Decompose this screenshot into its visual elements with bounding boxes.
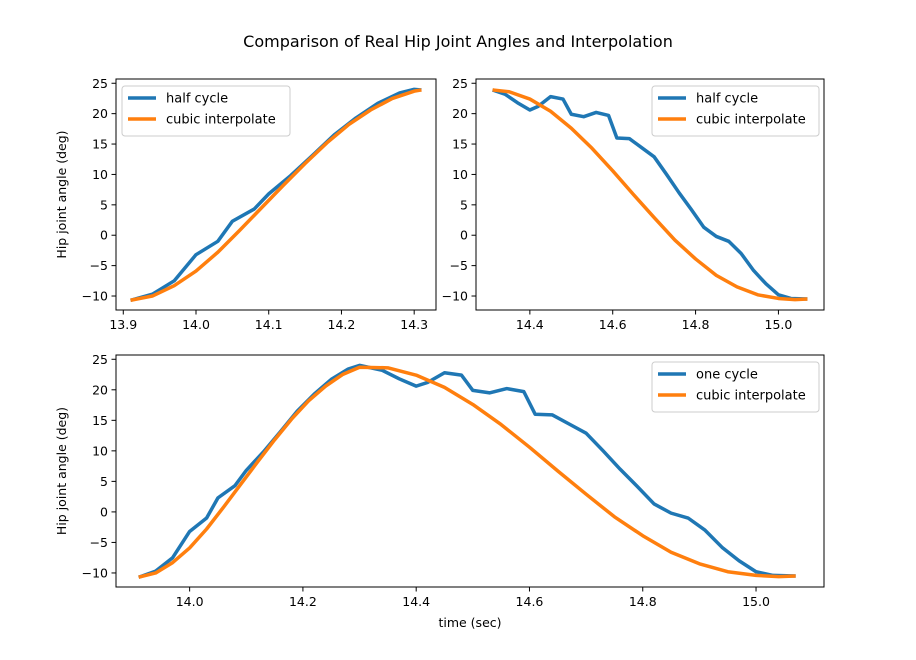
y-tick-label: 20 <box>92 106 108 121</box>
legend-label: cubic interpolate <box>696 113 806 128</box>
series-line-interp-bottom <box>138 365 796 579</box>
x-tick-label: 14.2 <box>289 594 317 609</box>
legend-label: half cycle <box>166 92 228 107</box>
legend-label: half cycle <box>696 92 758 107</box>
y-tick-label: 5 <box>460 197 468 212</box>
legend-label: cubic interpolate <box>166 113 276 128</box>
x-tick-label: 14.6 <box>599 317 627 332</box>
y-tick-label: 5 <box>100 197 108 212</box>
axes-frame-top-right <box>475 78 825 311</box>
y-tick-label: 15 <box>452 137 468 152</box>
legend-bottom: one cycle cubic interpolate <box>651 361 820 413</box>
y-tick-label: 20 <box>92 382 108 397</box>
x-tick-label: 14.8 <box>682 317 710 332</box>
y-tick-label: 25 <box>452 76 468 91</box>
x-tick-label: 14.8 <box>629 594 657 609</box>
y-tick-label: 0 <box>100 504 108 519</box>
y-tick-label: −10 <box>82 289 108 304</box>
y-tick-label: −5 <box>90 258 108 273</box>
figure-title: Comparison of Real Hip Joint Angles and … <box>243 32 673 51</box>
x-tick-label: 14.0 <box>176 594 204 609</box>
y-tick-label: 15 <box>92 413 108 428</box>
y-axis-label-top-left: Hip joint angle (deg) <box>54 130 69 258</box>
y-tick-label: 25 <box>92 76 108 91</box>
panels: 13.9 14.0 14.1 14.2 14.3 −10 −5 0 5 10 15 20 25 Hip j… <box>54 76 825 630</box>
y-tick-label: 25 <box>92 352 108 367</box>
legend-box <box>121 85 291 137</box>
x-tick-label: 13.9 <box>109 317 137 332</box>
legend-label: one cycle <box>696 368 758 383</box>
y-axis-label-bottom: Hip joint angle (deg) <box>54 407 69 535</box>
y-tick-label: −10 <box>82 565 108 580</box>
x-tick-label: 14.0 <box>182 317 210 332</box>
legend-box <box>651 361 820 413</box>
chart-panel-top-right: 14.4 14.6 14.8 15.0 −10 −5 0 5 10 15 20 25 half cycl… <box>442 76 825 332</box>
x-tick-label: 15.0 <box>765 317 793 332</box>
axes-frame-bottom <box>115 354 825 588</box>
axes-frame-top-left <box>115 78 437 311</box>
y-tick-label: 0 <box>100 228 108 243</box>
series-line-interp-top-left <box>130 88 422 302</box>
y-tick-label: 10 <box>452 167 468 182</box>
y-tick-label: 5 <box>100 474 108 489</box>
y-tick-label: −5 <box>450 258 468 273</box>
legend-top-left: half cycle cubic interpolate <box>121 85 291 137</box>
x-tick-label: 14.3 <box>400 317 428 332</box>
y-tick-label: 20 <box>452 106 468 121</box>
y-tick-label: 10 <box>92 443 108 458</box>
chart-panel-bottom: 14.0 14.2 14.4 14.6 14.8 15.0 −10 −5 0 5 10 15 20 25 H… <box>54 352 825 630</box>
x-tick-label: 14.4 <box>402 594 430 609</box>
y-tick-label: 0 <box>460 228 468 243</box>
legend-label: cubic interpolate <box>696 389 806 404</box>
y-tick-label: −5 <box>90 535 108 550</box>
x-tick-label: 14.2 <box>328 317 356 332</box>
x-tick-label: 14.1 <box>255 317 283 332</box>
series-line-real-top-left <box>130 87 422 302</box>
series-line-real-bottom <box>138 363 796 579</box>
legend-box <box>651 85 820 137</box>
chart-panel-top-left: 13.9 14.0 14.1 14.2 14.3 −10 −5 0 5 10 15 20 25 Hip j… <box>54 76 437 332</box>
x-tick-label: 15.0 <box>742 594 770 609</box>
series-line-interp-top-right <box>492 88 808 302</box>
y-tick-label: 10 <box>92 167 108 182</box>
y-tick-label: −10 <box>442 289 468 304</box>
x-axis-label-bottom: time (sec) <box>438 615 501 630</box>
x-tick-label: 14.4 <box>516 317 544 332</box>
y-tick-label: 15 <box>92 137 108 152</box>
x-tick-label: 14.6 <box>516 594 544 609</box>
series-line-real-top-right <box>492 88 808 301</box>
legend-top-right: half cycle cubic interpolate <box>651 85 820 137</box>
